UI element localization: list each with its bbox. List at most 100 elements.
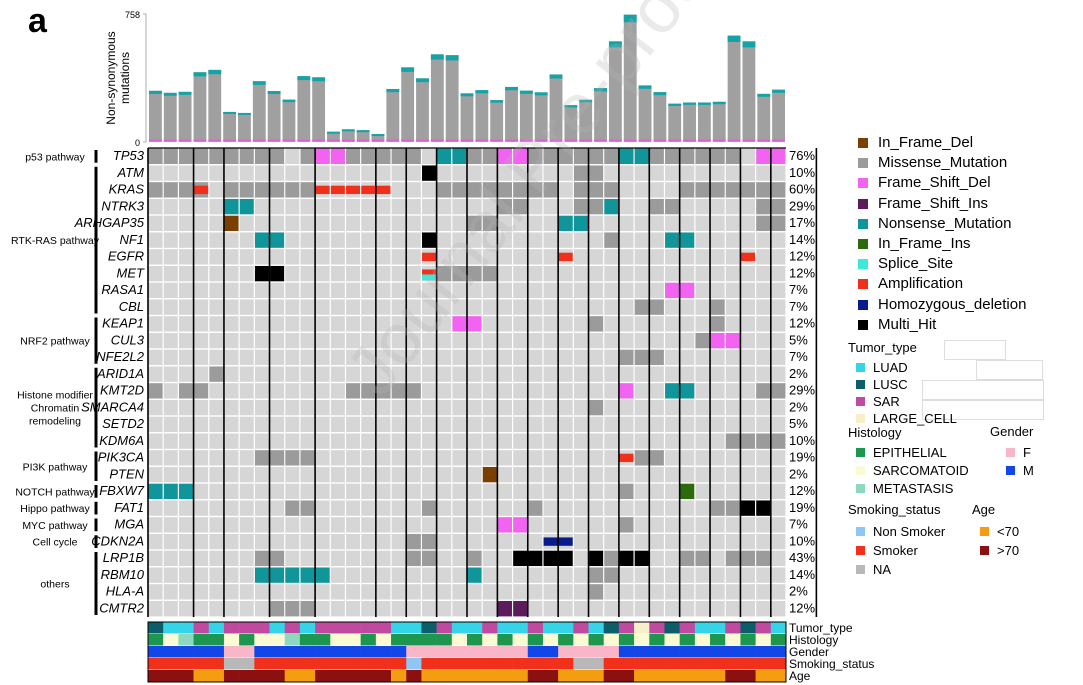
- mutation-mark-missense: [573, 148, 588, 165]
- oncoprint-cell: [452, 299, 467, 315]
- oncoprint-cell: [680, 567, 695, 583]
- legend-swatch: [856, 546, 865, 555]
- oncoprint-cell: [558, 600, 573, 617]
- mutation-count-bar: [445, 55, 459, 142]
- mutation-mark-nonsense: [224, 198, 239, 215]
- annotation-cell: [436, 670, 453, 682]
- oncoprint-cell: [756, 332, 771, 349]
- mutation-mark-missense: [695, 182, 710, 198]
- annotation-cell: [330, 634, 346, 646]
- mutation-count-bar: [282, 99, 296, 142]
- oncoprint-cell: [224, 584, 239, 600]
- oncoprint-cell: [148, 533, 163, 550]
- oncoprint-cell: [148, 165, 163, 181]
- oncoprint-cell: [604, 265, 619, 282]
- oncoprint-cell: [589, 282, 604, 299]
- oncoprint-cell: [710, 600, 725, 617]
- legend-swatch: [858, 319, 868, 330]
- oncoprint-cell: [634, 584, 649, 600]
- legend-label: F: [1023, 445, 1031, 460]
- oncoprint-cell: [422, 416, 437, 433]
- legend-title: Histology: [848, 425, 902, 440]
- oncoprint-cell: [285, 466, 300, 483]
- mutation-count-bar: [549, 74, 563, 142]
- mutation-percentage: 14%: [789, 232, 815, 247]
- mutation-mark-nonsense: [148, 483, 163, 500]
- gene-label: ARID1A: [96, 366, 144, 381]
- oncoprint-cell: [209, 282, 224, 299]
- oncoprint-cell: [619, 600, 634, 617]
- oncoprint-cell: [741, 215, 756, 232]
- annotation-cell: [467, 670, 483, 682]
- mutation-mark-missense: [756, 383, 771, 399]
- oncoprint-cell: [725, 366, 740, 382]
- oncoprint-cell: [467, 282, 482, 299]
- mutation-count-bar: [505, 86, 518, 142]
- oncoprint-cell: [406, 198, 421, 215]
- oncoprint-cell: [771, 584, 786, 600]
- annotation-cell: [223, 646, 240, 658]
- oncoprint-cell: [725, 567, 740, 583]
- oncoprint-cell: [482, 316, 497, 332]
- bar-y-tick-label: 758: [125, 10, 140, 20]
- mutation-count-bar: [683, 102, 696, 142]
- oncoprint-cell: [756, 466, 771, 483]
- mutation-count-bar: [267, 91, 281, 142]
- oncoprint-cell: [756, 483, 771, 500]
- oncoprint-cell: [300, 332, 315, 349]
- annotation-cell: [391, 670, 407, 682]
- mutation-percentage: 10%: [789, 165, 815, 180]
- oncoprint-cell: [482, 349, 497, 366]
- mutation-count-bar: [416, 78, 429, 142]
- annotation-cell: [512, 670, 529, 682]
- oncoprint-cell: [285, 533, 300, 550]
- annotation-cell: [148, 658, 164, 670]
- oncoprint-cell: [452, 433, 467, 449]
- oncoprint-cell: [194, 332, 209, 349]
- annotation-cell: [284, 622, 301, 634]
- mutation-mark-missense: [741, 550, 756, 567]
- oncoprint-cell: [270, 383, 285, 399]
- oncoprint-cell: [224, 349, 239, 366]
- legend-label: EPITHELIAL: [873, 445, 947, 460]
- oncoprint-cell: [239, 517, 254, 533]
- oncoprint-cell: [634, 366, 649, 382]
- mutation-mark-missense: [285, 182, 300, 198]
- mutation-mark-missense: [543, 182, 558, 198]
- mutation-mark-missense: [285, 600, 300, 617]
- mutation-count-bar-frameshift: [683, 139, 696, 141]
- mutation-count-bar-frameshift: [757, 139, 771, 141]
- oncoprint-cell: [346, 399, 361, 416]
- oncoprint-cell: [756, 249, 771, 265]
- mutation-count-bar-nonsense: [668, 103, 682, 106]
- oncoprint-cell: [725, 517, 740, 533]
- mutation-mark-missense: [361, 383, 376, 399]
- oncoprint-cell: [528, 215, 543, 232]
- annotation-cell: [710, 622, 726, 634]
- oncoprint-cell: [361, 299, 376, 315]
- oncoprint-cell: [209, 584, 224, 600]
- oncoprint-cell: [558, 433, 573, 449]
- oncoprint-cell: [163, 466, 178, 483]
- annotation-cell: [345, 646, 361, 658]
- oncoprint-cell: [406, 366, 421, 382]
- oncoprint-cell: [209, 466, 224, 483]
- oncoprint-cell: [346, 332, 361, 349]
- annotation-cell: [618, 634, 635, 646]
- oncoprint-cell: [680, 416, 695, 433]
- annotation-cell: [375, 622, 392, 634]
- oncoprint-cell: [346, 265, 361, 282]
- oncoprint-cell: [178, 466, 193, 483]
- legend-swatch: [980, 527, 989, 536]
- oncoprint-cell: [573, 450, 588, 466]
- mutation-mark-missense: [725, 148, 740, 165]
- oncoprint-cell: [437, 349, 452, 366]
- annotation-cell: [345, 622, 361, 634]
- mutation-count-bar: [772, 89, 785, 142]
- oncoprint-cell: [710, 450, 725, 466]
- mutation-count-bar-nonsense: [386, 88, 400, 93]
- oncoprint-cell: [619, 232, 634, 248]
- oncoprint-cell: [528, 316, 543, 332]
- oncoprint-cell: [270, 399, 285, 416]
- legend-item: M: [1006, 463, 1034, 478]
